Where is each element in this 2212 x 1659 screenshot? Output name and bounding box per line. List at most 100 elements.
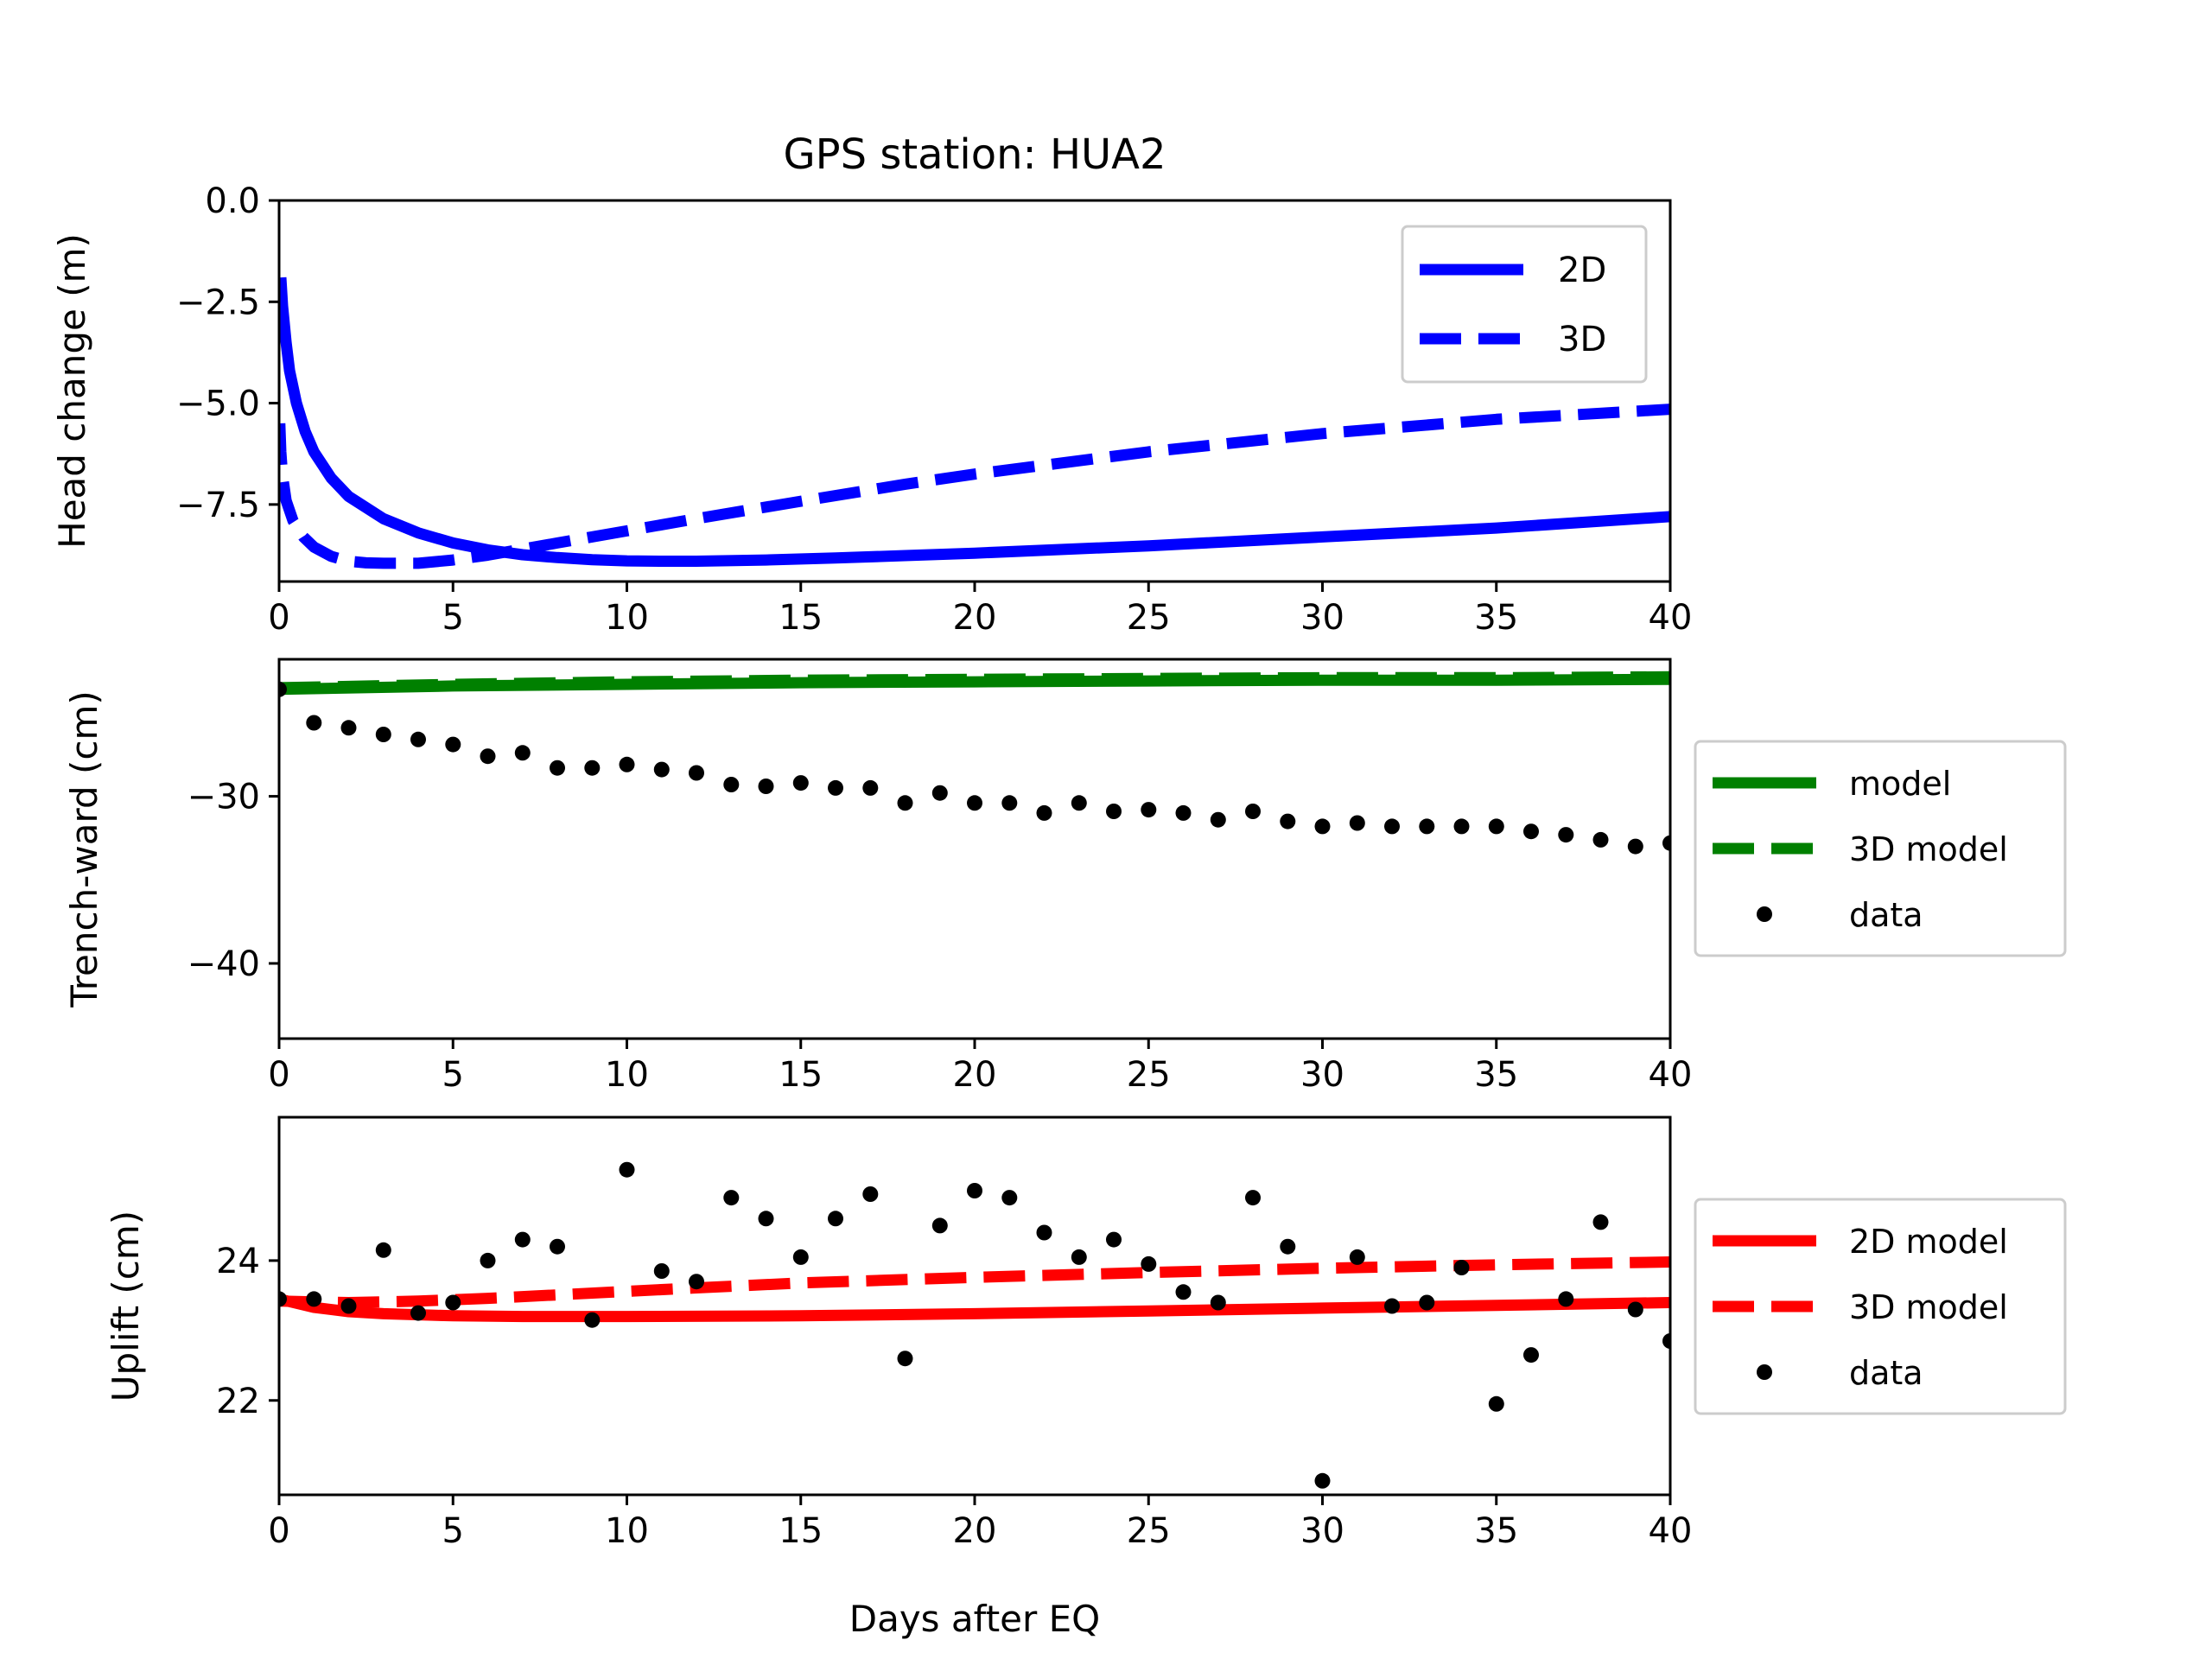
x-tick-label: 15	[779, 1511, 823, 1551]
x-tick-label: 35	[1474, 1055, 1518, 1095]
legend-label: 3D model	[1849, 830, 2008, 868]
y-tick-label: 24	[216, 1242, 260, 1281]
data-point	[967, 795, 982, 811]
data-point	[1349, 815, 1365, 831]
x-tick-label: 40	[1649, 1511, 1693, 1551]
data-point	[653, 1263, 670, 1279]
data-point	[1488, 818, 1504, 835]
data-point	[1141, 1255, 1157, 1272]
data-point	[1175, 804, 1192, 821]
x-tick-label: 25	[1127, 1511, 1171, 1551]
legend-label: model	[1849, 765, 1951, 803]
data-point	[931, 785, 948, 801]
chart-title: GPS station: HUA2	[783, 130, 1166, 179]
data-point	[480, 1252, 496, 1268]
panel-trench: 0 5 10 15 20 25 30 35 40 −30 −40 Trench-ward (cm) mo…	[63, 658, 2067, 1095]
data-point	[1106, 804, 1122, 819]
data-point	[1558, 827, 1574, 843]
x-tick-label: 0	[268, 1055, 289, 1095]
data-point	[375, 1242, 391, 1258]
legend-label: data	[1849, 1354, 1923, 1392]
series-line-2d	[279, 276, 1670, 567]
data-point	[550, 1238, 565, 1255]
y-axis-label: Head change (m)	[51, 233, 93, 549]
x-tick-label: 10	[605, 1511, 649, 1551]
data-point	[758, 779, 774, 794]
data-point	[1627, 838, 1643, 855]
x-tick-label: 20	[953, 598, 997, 638]
y-axis-label: Uplift (cm)	[105, 1211, 147, 1402]
plot-area	[279, 1161, 1670, 1489]
x-tick-label: 25	[1127, 1055, 1171, 1095]
x-tick-label: 0	[268, 598, 289, 638]
data-point	[1175, 1284, 1192, 1300]
data-point	[862, 779, 879, 796]
data-point	[828, 1211, 843, 1227]
data-point	[1523, 823, 1539, 840]
data-point	[1523, 1347, 1539, 1363]
data-point	[1106, 1231, 1122, 1248]
data-point	[1245, 804, 1261, 819]
data-point	[279, 681, 287, 697]
x-tick-label: 5	[442, 1511, 464, 1551]
data-point	[445, 1294, 461, 1311]
data-point	[1036, 804, 1052, 821]
data-point	[279, 1291, 287, 1307]
data-point	[1384, 1298, 1400, 1314]
legend-marker-data	[1757, 1364, 1772, 1380]
data-point	[619, 756, 635, 772]
data-point	[514, 745, 531, 761]
data-point	[897, 1351, 913, 1367]
data-point	[1210, 811, 1226, 828]
data-point	[306, 715, 322, 731]
x-tick-label: 30	[1300, 1055, 1344, 1095]
data-point	[862, 1186, 879, 1202]
x-tick-label: 30	[1300, 598, 1344, 638]
legend-label: 2D model	[1849, 1223, 2008, 1261]
legend-box	[1694, 740, 2067, 957]
data-point	[967, 1183, 982, 1198]
data-point	[792, 1249, 809, 1265]
data-point	[689, 1274, 704, 1290]
data-point	[1558, 1291, 1574, 1307]
x-tick-label: 35	[1474, 598, 1518, 638]
legend: 2D 3D	[1401, 225, 1648, 384]
x-tick-label: 40	[1649, 598, 1693, 638]
y-axis-label: Trench-ward (cm)	[63, 690, 105, 1008]
data-point	[410, 1305, 426, 1321]
x-tick-label: 30	[1300, 1511, 1344, 1551]
data-point	[375, 727, 391, 742]
data-point	[1662, 835, 1670, 851]
y-tick-label: 0.0	[205, 181, 260, 221]
y-tick-label: −40	[188, 944, 260, 984]
data-point	[1488, 1395, 1504, 1412]
data-point	[1627, 1301, 1643, 1318]
data-point	[584, 760, 601, 776]
data-point	[1419, 1294, 1435, 1311]
data-point	[584, 1312, 601, 1328]
y-tick-label: 22	[216, 1382, 260, 1421]
data-point	[653, 761, 670, 778]
data-point	[897, 795, 913, 811]
legend-label: data	[1849, 896, 1923, 934]
data-point	[792, 775, 809, 791]
data-point	[1384, 818, 1400, 835]
legend-label: 3D	[1558, 320, 1606, 359]
data-point	[1001, 1190, 1018, 1206]
legend: 2D model 3D model data	[1694, 1198, 2067, 1415]
data-point	[1453, 818, 1470, 835]
x-tick-label: 20	[953, 1511, 997, 1551]
x-tick-label: 25	[1127, 598, 1171, 638]
data-point	[480, 748, 496, 765]
legend: model 3D model data	[1694, 740, 2067, 957]
data-point	[723, 777, 740, 792]
legend-box	[1694, 1198, 2067, 1415]
data-point	[1036, 1224, 1052, 1241]
series-line-model	[279, 673, 1670, 696]
data-point	[306, 1291, 322, 1307]
data-point	[1210, 1294, 1226, 1311]
data-point	[1280, 1238, 1296, 1255]
y-tick-label: −7.5	[176, 486, 260, 525]
data-point	[340, 720, 357, 736]
